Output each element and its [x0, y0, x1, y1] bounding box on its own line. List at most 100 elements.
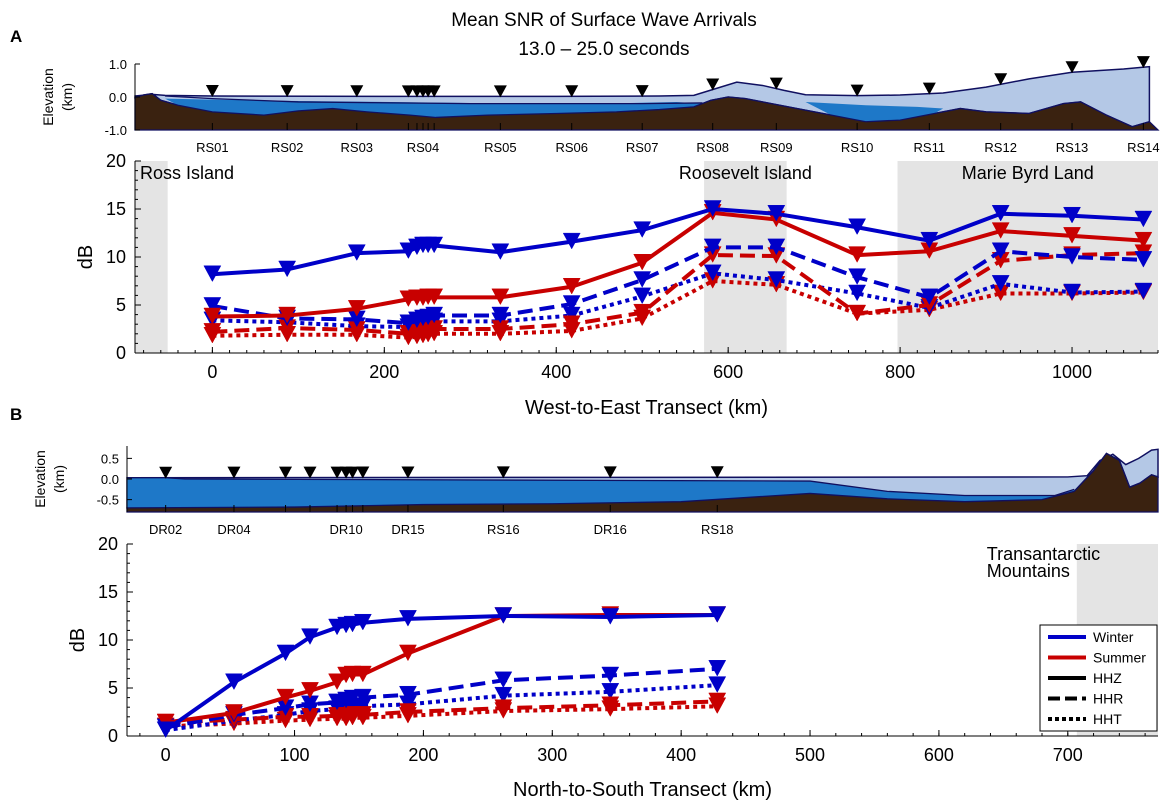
- data-point: [633, 254, 652, 271]
- series-line: [212, 245, 1144, 326]
- data-point: [633, 221, 652, 238]
- y-tick-label: 10: [106, 247, 126, 267]
- x-axis-label: West-to-East Transect (km): [525, 397, 768, 419]
- legend-label: Summer: [1093, 650, 1146, 666]
- data-point: [494, 699, 513, 716]
- data-point: [343, 615, 362, 633]
- x-tick-label: 400: [666, 745, 696, 765]
- station-label: RS05: [484, 140, 517, 155]
- data-point: [848, 218, 867, 235]
- data-point: [848, 284, 867, 302]
- station-marker-icon: [565, 85, 579, 98]
- data-point: [1134, 231, 1153, 249]
- y-tick-label: 20: [98, 534, 118, 554]
- station-label: RS13: [1056, 140, 1089, 155]
- data-point: [399, 703, 417, 720]
- elevation-y-axis-label: (km): [59, 83, 75, 111]
- bedrock-area: [126, 452, 1159, 513]
- data-point: [767, 205, 786, 222]
- station-label: RS16: [487, 522, 520, 537]
- data-point: [1134, 282, 1153, 300]
- data-point: [708, 692, 727, 710]
- station-label: RS09: [760, 140, 793, 155]
- region-label: Ross Island: [140, 163, 234, 183]
- station-label: DR16: [594, 522, 627, 537]
- data-point: [203, 307, 222, 325]
- series-winter-hhr: [203, 238, 1153, 331]
- station-marker-icon: [769, 77, 783, 90]
- data-point: [1134, 251, 1153, 268]
- y-tick-label: 10: [98, 630, 118, 650]
- x-tick-label: 500: [795, 745, 825, 765]
- y-tick-label: 15: [106, 199, 126, 219]
- x-tick-label: 800: [885, 362, 915, 382]
- region-label: Marie Byrd Land: [962, 163, 1094, 183]
- x-tick-label: 200: [369, 362, 399, 382]
- series-summer-hhz: [203, 204, 1153, 325]
- station-label: RS10: [841, 140, 874, 155]
- data-point: [991, 275, 1010, 292]
- data-point: [494, 607, 513, 624]
- data-point: [278, 306, 297, 324]
- x-tick-label: 400: [541, 362, 571, 382]
- data-point: [767, 238, 786, 256]
- x-tick-label: 700: [1053, 745, 1083, 765]
- data-point: [425, 236, 444, 254]
- elevation-y-tick-label: -0.5: [97, 493, 119, 508]
- x-tick-label: 0: [207, 362, 217, 382]
- panel-label-b: B: [10, 405, 22, 424]
- station-label: RS06: [555, 140, 588, 155]
- station-marker-icon: [159, 466, 173, 479]
- elevation-y-tick-label: 0.5: [101, 451, 119, 466]
- y-tick-label: 20: [106, 151, 126, 171]
- data-point: [633, 287, 652, 305]
- x-tick-label: 0: [161, 745, 171, 765]
- region-label: Roosevelt Island: [679, 163, 812, 183]
- station-marker-icon: [994, 73, 1008, 86]
- data-point: [562, 315, 581, 332]
- data-point: [1134, 210, 1153, 228]
- series-winter-hhz: [156, 606, 727, 738]
- elevation-y-tick-label: 0.0: [101, 472, 119, 487]
- station-label: RS11: [914, 140, 946, 155]
- station-marker-icon: [850, 84, 864, 97]
- data-point: [920, 288, 939, 306]
- data-point: [601, 683, 620, 700]
- y-tick-label: 5: [108, 678, 118, 698]
- data-point: [703, 200, 722, 217]
- x-axis-label: North-to-South Transect (km): [513, 779, 772, 801]
- x-tick-label: 200: [408, 745, 438, 765]
- data-point: [353, 665, 372, 683]
- elevation-y-tick-label: 0.0: [109, 90, 127, 105]
- station-marker-icon: [710, 466, 724, 479]
- legend: Winter Summer HHZ HHR HHT: [1039, 624, 1158, 732]
- data-point: [225, 673, 243, 690]
- station-marker-icon: [635, 85, 649, 98]
- region-label: Transantarctic: [987, 544, 1100, 564]
- data-point: [848, 246, 867, 263]
- x-tick-label: 100: [280, 745, 310, 765]
- data-point: [399, 610, 417, 627]
- station-label: RS01: [196, 140, 229, 155]
- station-marker-icon: [227, 466, 241, 479]
- station-marker-icon: [922, 82, 936, 95]
- station-marker-icon: [493, 85, 507, 98]
- data-point: [703, 264, 722, 282]
- station-label: RS04: [407, 140, 440, 155]
- data-point: [601, 696, 620, 714]
- station-marker-icon: [303, 466, 317, 479]
- station-label: RS02: [271, 140, 304, 155]
- ice-base-line: [127, 477, 1075, 497]
- data-point: [767, 271, 786, 288]
- y-tick-label: 5: [116, 295, 126, 315]
- data-point: [991, 205, 1010, 222]
- data-point: [278, 260, 297, 278]
- data-point: [353, 688, 372, 706]
- data-point: [848, 304, 867, 322]
- station-label: DR02: [149, 522, 182, 537]
- station-label: RS18: [701, 522, 734, 537]
- data-point: [301, 682, 319, 699]
- data-point: [708, 606, 727, 623]
